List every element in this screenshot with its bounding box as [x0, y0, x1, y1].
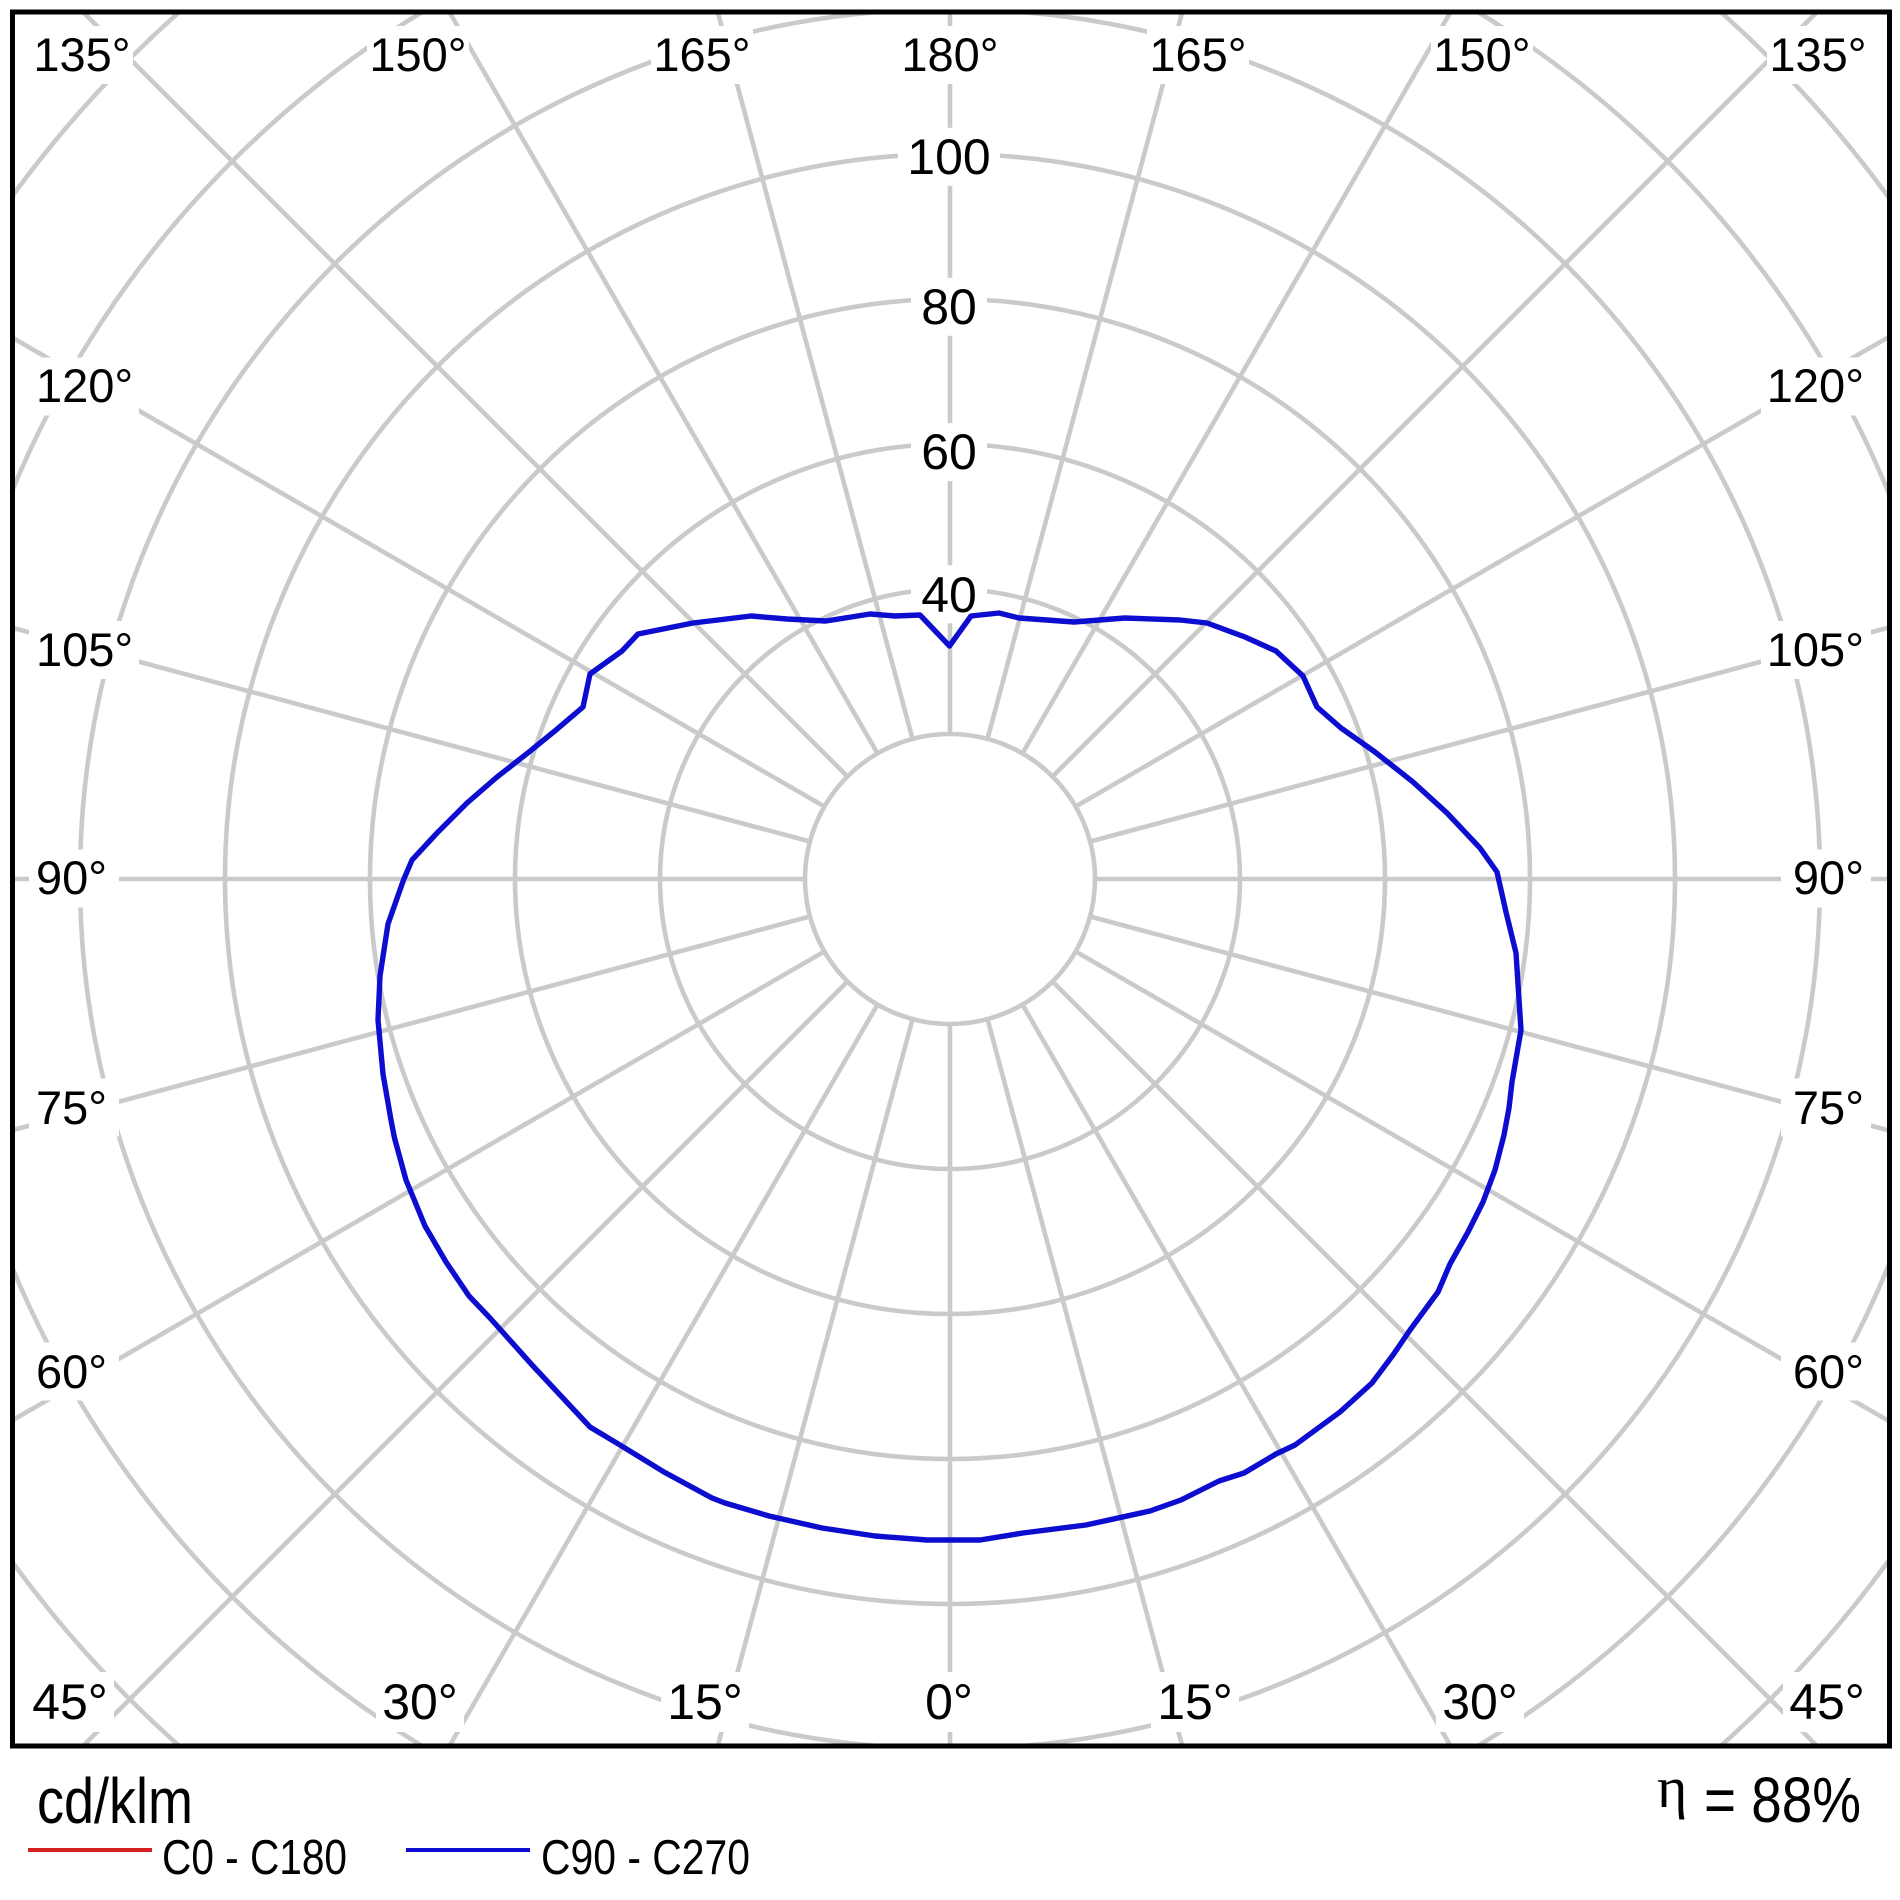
svg-text:150°: 150° [369, 28, 466, 81]
svg-text:180°: 180° [901, 28, 998, 81]
svg-text:75°: 75° [36, 1081, 107, 1134]
svg-text:135°: 135° [1769, 28, 1866, 81]
svg-text:15°: 15° [1157, 1674, 1233, 1730]
svg-text:100: 100 [907, 129, 990, 185]
svg-text:cd/klm: cd/klm [37, 1765, 193, 1837]
svg-text:165°: 165° [653, 28, 750, 81]
svg-text:120°: 120° [1767, 359, 1864, 412]
svg-text:15°: 15° [667, 1674, 743, 1730]
svg-text:η: η [1657, 1755, 1687, 1820]
svg-text:0°: 0° [925, 1674, 973, 1730]
svg-text:150°: 150° [1433, 28, 1530, 81]
svg-text:80: 80 [921, 279, 977, 335]
svg-text:60°: 60° [36, 1345, 107, 1398]
svg-text:C0 - C180: C0 - C180 [162, 1831, 347, 1885]
svg-text:75°: 75° [1793, 1081, 1864, 1134]
svg-text:30°: 30° [1442, 1674, 1518, 1730]
svg-text:90°: 90° [36, 851, 107, 904]
svg-text:105°: 105° [1767, 623, 1864, 676]
svg-text:90°: 90° [1793, 851, 1864, 904]
svg-text:30°: 30° [382, 1674, 458, 1730]
svg-text:120°: 120° [36, 359, 133, 412]
svg-text:60: 60 [921, 424, 977, 480]
svg-text:60°: 60° [1793, 1345, 1864, 1398]
svg-text:45°: 45° [32, 1674, 108, 1730]
svg-text:165°: 165° [1149, 28, 1246, 81]
svg-text:C90 - C270: C90 - C270 [541, 1831, 750, 1885]
svg-text:= 88%: = 88% [1704, 1764, 1861, 1836]
svg-text:40: 40 [921, 567, 977, 623]
svg-text:135°: 135° [33, 28, 130, 81]
svg-text:45°: 45° [1789, 1674, 1865, 1730]
svg-text:105°: 105° [36, 623, 133, 676]
